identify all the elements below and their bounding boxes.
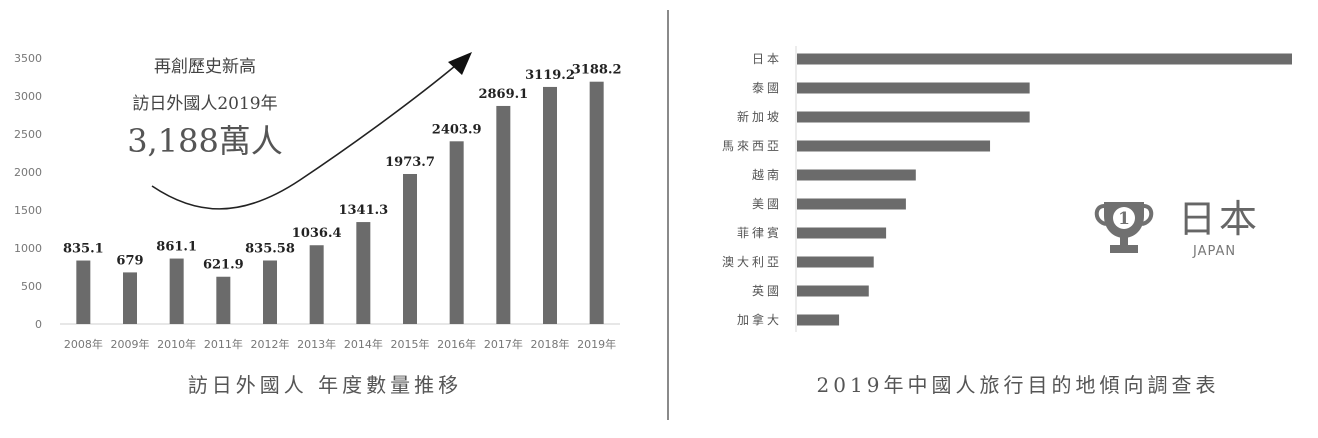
bar <box>797 140 991 152</box>
y-tick-label: 0 <box>35 318 42 331</box>
x-tick-label: 2012年 <box>251 337 290 351</box>
x-tick-label: 2018年 <box>531 337 570 351</box>
category-label: 加拿大 <box>737 312 782 327</box>
bars <box>797 53 1292 326</box>
category-label: 菲律賓 <box>737 225 782 240</box>
y-tick-label: 2500 <box>14 128 42 141</box>
category-label: 新加坡 <box>737 109 782 124</box>
data-label: 2869.1 <box>478 87 528 102</box>
bar <box>797 198 906 210</box>
bar <box>356 222 371 324</box>
data-label: 835.1 <box>63 242 104 257</box>
bar <box>123 272 137 324</box>
y-tick-label: 1500 <box>14 204 42 217</box>
x-tick-label: 2011年 <box>204 337 243 351</box>
bar <box>797 111 1030 123</box>
bar <box>216 276 231 324</box>
data-label: 3119.2 <box>525 68 575 83</box>
data-label: 861.1 <box>156 240 197 255</box>
bar <box>403 173 417 324</box>
category-label: 英國 <box>752 284 782 298</box>
y-tick-label: 500 <box>21 280 42 293</box>
category-label: 越南 <box>752 167 782 182</box>
x-axis-ticks: 2008年 2009年 2010年 2011年 2012年 2013年 2014年 2015年… <box>64 337 616 351</box>
x-tick-label: 2013年 <box>297 337 336 351</box>
bar <box>797 53 1292 65</box>
bar <box>76 260 91 324</box>
trend-arrow-head <box>448 52 472 75</box>
x-tick-label: 2016年 <box>437 337 476 351</box>
bar <box>797 256 874 268</box>
x-tick-label: 2009年 <box>111 337 150 351</box>
bar <box>797 227 887 239</box>
bar <box>263 260 277 324</box>
y-tick-label: 1000 <box>14 242 42 255</box>
data-label: 3188.2 <box>572 63 622 78</box>
badge-subtitle: JAPAN <box>1192 244 1236 259</box>
x-tick-label: 2010年 <box>157 337 196 351</box>
bar <box>309 245 324 324</box>
bar <box>496 105 511 325</box>
bar <box>797 314 840 326</box>
x-tick-label: 2017年 <box>484 337 523 351</box>
bar <box>797 82 1030 94</box>
bar <box>797 169 916 181</box>
x-tick-label: 2014年 <box>344 337 383 351</box>
y-tick-label: 3500 <box>14 52 42 65</box>
data-label: 2403.9 <box>432 122 482 137</box>
annotation-line1: 再創歷史新高 <box>154 57 256 77</box>
bar <box>589 81 604 324</box>
x-tick-label: 2008年 <box>64 337 103 351</box>
category-label: 美國 <box>752 197 782 211</box>
divider <box>667 10 669 420</box>
chart-title: 訪日外國人 年度數量推移 <box>188 373 462 397</box>
data-label: 1036.4 <box>292 226 342 241</box>
chart-title: 2019年中國人旅行目的地傾向調查表 <box>817 373 1220 397</box>
category-label: 澳大利亞 <box>722 255 782 269</box>
data-label: 621.9 <box>203 258 244 273</box>
data-label: 1973.7 <box>385 155 435 170</box>
rank-number: 1 <box>1118 209 1130 229</box>
bar <box>449 141 464 324</box>
bar <box>169 258 184 324</box>
category-label: 日本 <box>752 52 782 66</box>
category-label: 泰國 <box>752 81 782 95</box>
category-label: 馬來西亞 <box>722 139 782 153</box>
annotation-line3: 3,188萬人 <box>127 122 283 160</box>
data-label: 835.58 <box>245 241 295 256</box>
trophy-icon: 1 <box>1094 202 1154 253</box>
x-tick-label: 2015年 <box>391 337 430 351</box>
y-axis-ticks: 0 500 1000 1500 2000 2500 3000 3500 <box>14 52 42 331</box>
bar <box>797 285 869 297</box>
badge-title: 日本 <box>1178 197 1260 241</box>
data-label: 1341.3 <box>338 203 388 218</box>
bar <box>543 86 557 325</box>
annotation-line2: 訪日外國人2019年 <box>132 94 277 114</box>
x-tick-label: 2019年 <box>577 337 616 351</box>
y-tick-label: 2000 <box>14 166 42 179</box>
trend-arrow <box>151 65 456 210</box>
y-tick-label: 3000 <box>14 90 42 103</box>
data-label: 679 <box>116 253 143 268</box>
bars <box>76 81 604 325</box>
